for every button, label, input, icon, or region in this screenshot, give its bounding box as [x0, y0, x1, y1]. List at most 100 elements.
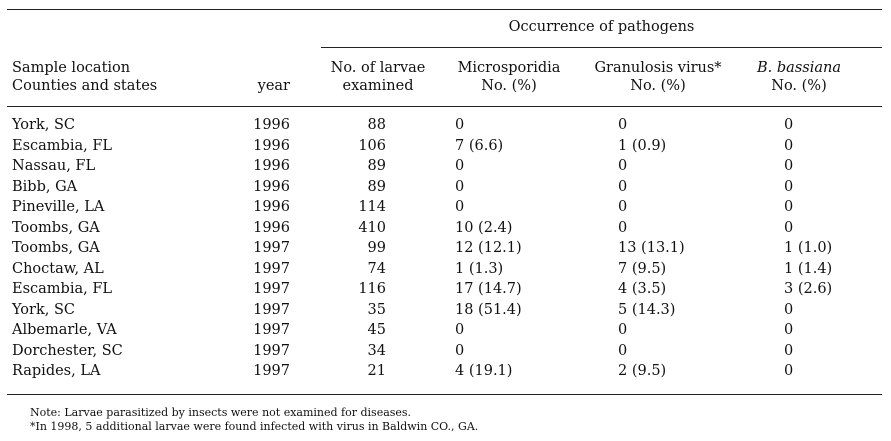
header-granulosis-line1: Granulosis virus*: [594, 60, 722, 76]
cell-b-bassiana: 0: [784, 178, 794, 195]
table-row: Dorchester, SC 1997 34 0 0 0: [0, 341, 891, 362]
header-location-line2: Counties and states: [12, 78, 158, 94]
table-row: Choctaw, AL 1997 74 1 (1.3) 7 (9.5) 1 (1.4): [0, 259, 891, 280]
table-row: York, SC 1997 35 18 (51.4) 5 (14.3) 0: [0, 300, 891, 321]
cell-granulosis-virus: 13 (13.1): [618, 240, 685, 256]
cell-b-bassiana: 0: [784, 322, 794, 338]
cell-granulosis-virus: 0: [618, 117, 628, 133]
cell-year: 1997: [253, 240, 290, 256]
cell-year: 1996: [253, 117, 290, 133]
cell-microsporidia: 10 (2.4): [455, 219, 513, 236]
cell-location: Escambia, FL: [12, 137, 113, 154]
table-row: Bibb, GA 1996 89 0 0 0: [0, 177, 891, 198]
cell-larvae-examined: 35: [367, 301, 386, 318]
cell-granulosis-virus: 0: [618, 199, 628, 215]
table-row: Escambia, FL 1997 116 17 (14.7) 4 (3.5) 3 (2.…: [0, 279, 891, 300]
cell-location: Dorchester, SC: [12, 342, 123, 359]
footnote-note: Note: Larvae parasitized by insects were…: [30, 406, 412, 419]
cell-b-bassiana: 0: [784, 117, 794, 133]
cell-larvae-examined: 89: [367, 158, 386, 174]
cell-b-bassiana: 0: [784, 158, 794, 174]
cell-b-bassiana: 0: [784, 199, 794, 215]
cell-location: York, SC: [12, 301, 76, 318]
cell-location: Nassau, FL: [12, 158, 96, 174]
cell-b-bassiana: 1 (1.0): [784, 240, 833, 256]
cell-microsporidia: 18 (51.4): [455, 301, 522, 318]
cell-location: Rapides, LA: [12, 363, 101, 379]
cell-microsporidia: 7 (6.6): [455, 137, 504, 154]
cell-year: 1997: [253, 281, 290, 297]
cell-year: 1996: [253, 137, 290, 154]
cell-granulosis-virus: 0: [618, 342, 628, 359]
cell-larvae-examined: 88: [367, 117, 386, 133]
cell-b-bassiana: 0: [784, 342, 794, 359]
group-header-rule: [321, 47, 882, 48]
cell-larvae-examined: 410: [358, 219, 386, 236]
group-header: Occurrence of pathogens: [508, 19, 695, 35]
cell-location: Toombs, GA: [12, 240, 100, 256]
cell-location: Albemarle, VA: [12, 322, 117, 338]
cell-year: 1997: [253, 260, 290, 277]
cell-larvae-examined: 34: [367, 342, 386, 359]
cell-year: 1997: [253, 301, 290, 318]
cell-location: York, SC: [12, 117, 76, 133]
header-year: year: [257, 78, 290, 94]
cell-larvae-examined: 45: [367, 322, 386, 338]
cell-b-bassiana: 0: [784, 219, 794, 236]
header-larvae-line1: No. of larvae: [330, 60, 426, 76]
table-top-rule: [7, 9, 882, 10]
table-row: Escambia, FL 1996 106 7 (6.6) 1 (0.9) 0: [0, 136, 891, 157]
cell-larvae-examined: 106: [358, 137, 386, 154]
table-row: Pineville, LA 1996 114 0 0 0: [0, 197, 891, 218]
cell-granulosis-virus: 2 (9.5): [618, 363, 667, 379]
cell-year: 1996: [253, 178, 290, 195]
cell-granulosis-virus: 1 (0.9): [618, 137, 667, 154]
cell-year: 1997: [253, 322, 290, 338]
header-granulosis-line2: No. (%): [630, 78, 686, 94]
cell-location: Toombs, GA: [12, 219, 100, 236]
cell-granulosis-virus: 0: [618, 322, 628, 338]
cell-year: 1996: [253, 199, 290, 215]
cell-location: Pineville, LA: [12, 199, 105, 215]
cell-location: Escambia, FL: [12, 281, 113, 297]
cell-b-bassiana: 3 (2.6): [784, 281, 833, 297]
table-row: Rapides, LA 1997 21 4 (19.1) 2 (9.5) 0: [0, 361, 891, 382]
cell-location: Choctaw, AL: [12, 260, 104, 277]
cell-year: 1996: [253, 219, 290, 236]
cell-granulosis-virus: 0: [618, 158, 628, 174]
cell-granulosis-virus: 0: [618, 219, 628, 236]
cell-microsporidia: 0: [455, 117, 465, 133]
table-row: York, SC 1996 88 0 0 0: [0, 115, 891, 136]
header-bassiana-line2: No. (%): [771, 78, 827, 94]
cell-microsporidia: 0: [455, 178, 465, 195]
cell-microsporidia: 0: [455, 322, 465, 338]
cell-larvae-examined: 21: [367, 363, 386, 379]
cell-year: 1997: [253, 363, 290, 379]
cell-microsporidia: 17 (14.7): [455, 281, 522, 297]
cell-location: Bibb, GA: [12, 178, 78, 195]
cell-b-bassiana: 1 (1.4): [784, 260, 833, 277]
cell-b-bassiana: 0: [784, 363, 794, 379]
table-row: Nassau, FL 1996 89 0 0 0: [0, 156, 891, 177]
footnote-virus: *In 1998, 5 additional larvae were found…: [30, 420, 479, 433]
header-bassiana-line1: B. bassiana: [757, 60, 841, 76]
cell-granulosis-virus: 7 (9.5): [618, 260, 667, 277]
cell-granulosis-virus: 5 (14.3): [618, 301, 676, 318]
table-row: Albemarle, VA 1997 45 0 0 0: [0, 320, 891, 341]
cell-larvae-examined: 74: [367, 260, 386, 277]
cell-larvae-examined: 89: [367, 178, 386, 195]
cell-microsporidia: 0: [455, 342, 465, 359]
table-row: Toombs, GA 1996 410 10 (2.4) 0 0: [0, 218, 891, 239]
header-larvae-line2: examined: [342, 78, 414, 94]
cell-b-bassiana: 0: [784, 301, 794, 318]
header-bottom-rule: [7, 106, 882, 107]
cell-year: 1997: [253, 342, 290, 359]
table-row: Toombs, GA 1997 99 12 (12.1) 13 (13.1) 1 (1.0…: [0, 238, 891, 259]
cell-microsporidia: 1 (1.3): [455, 260, 504, 277]
cell-year: 1996: [253, 158, 290, 174]
header-microsporidia-line1: Microsporidia: [457, 60, 561, 76]
table-bottom-rule: [7, 394, 882, 395]
cell-microsporidia: 4 (19.1): [455, 363, 513, 379]
header-microsporidia-line2: No. (%): [481, 78, 537, 94]
